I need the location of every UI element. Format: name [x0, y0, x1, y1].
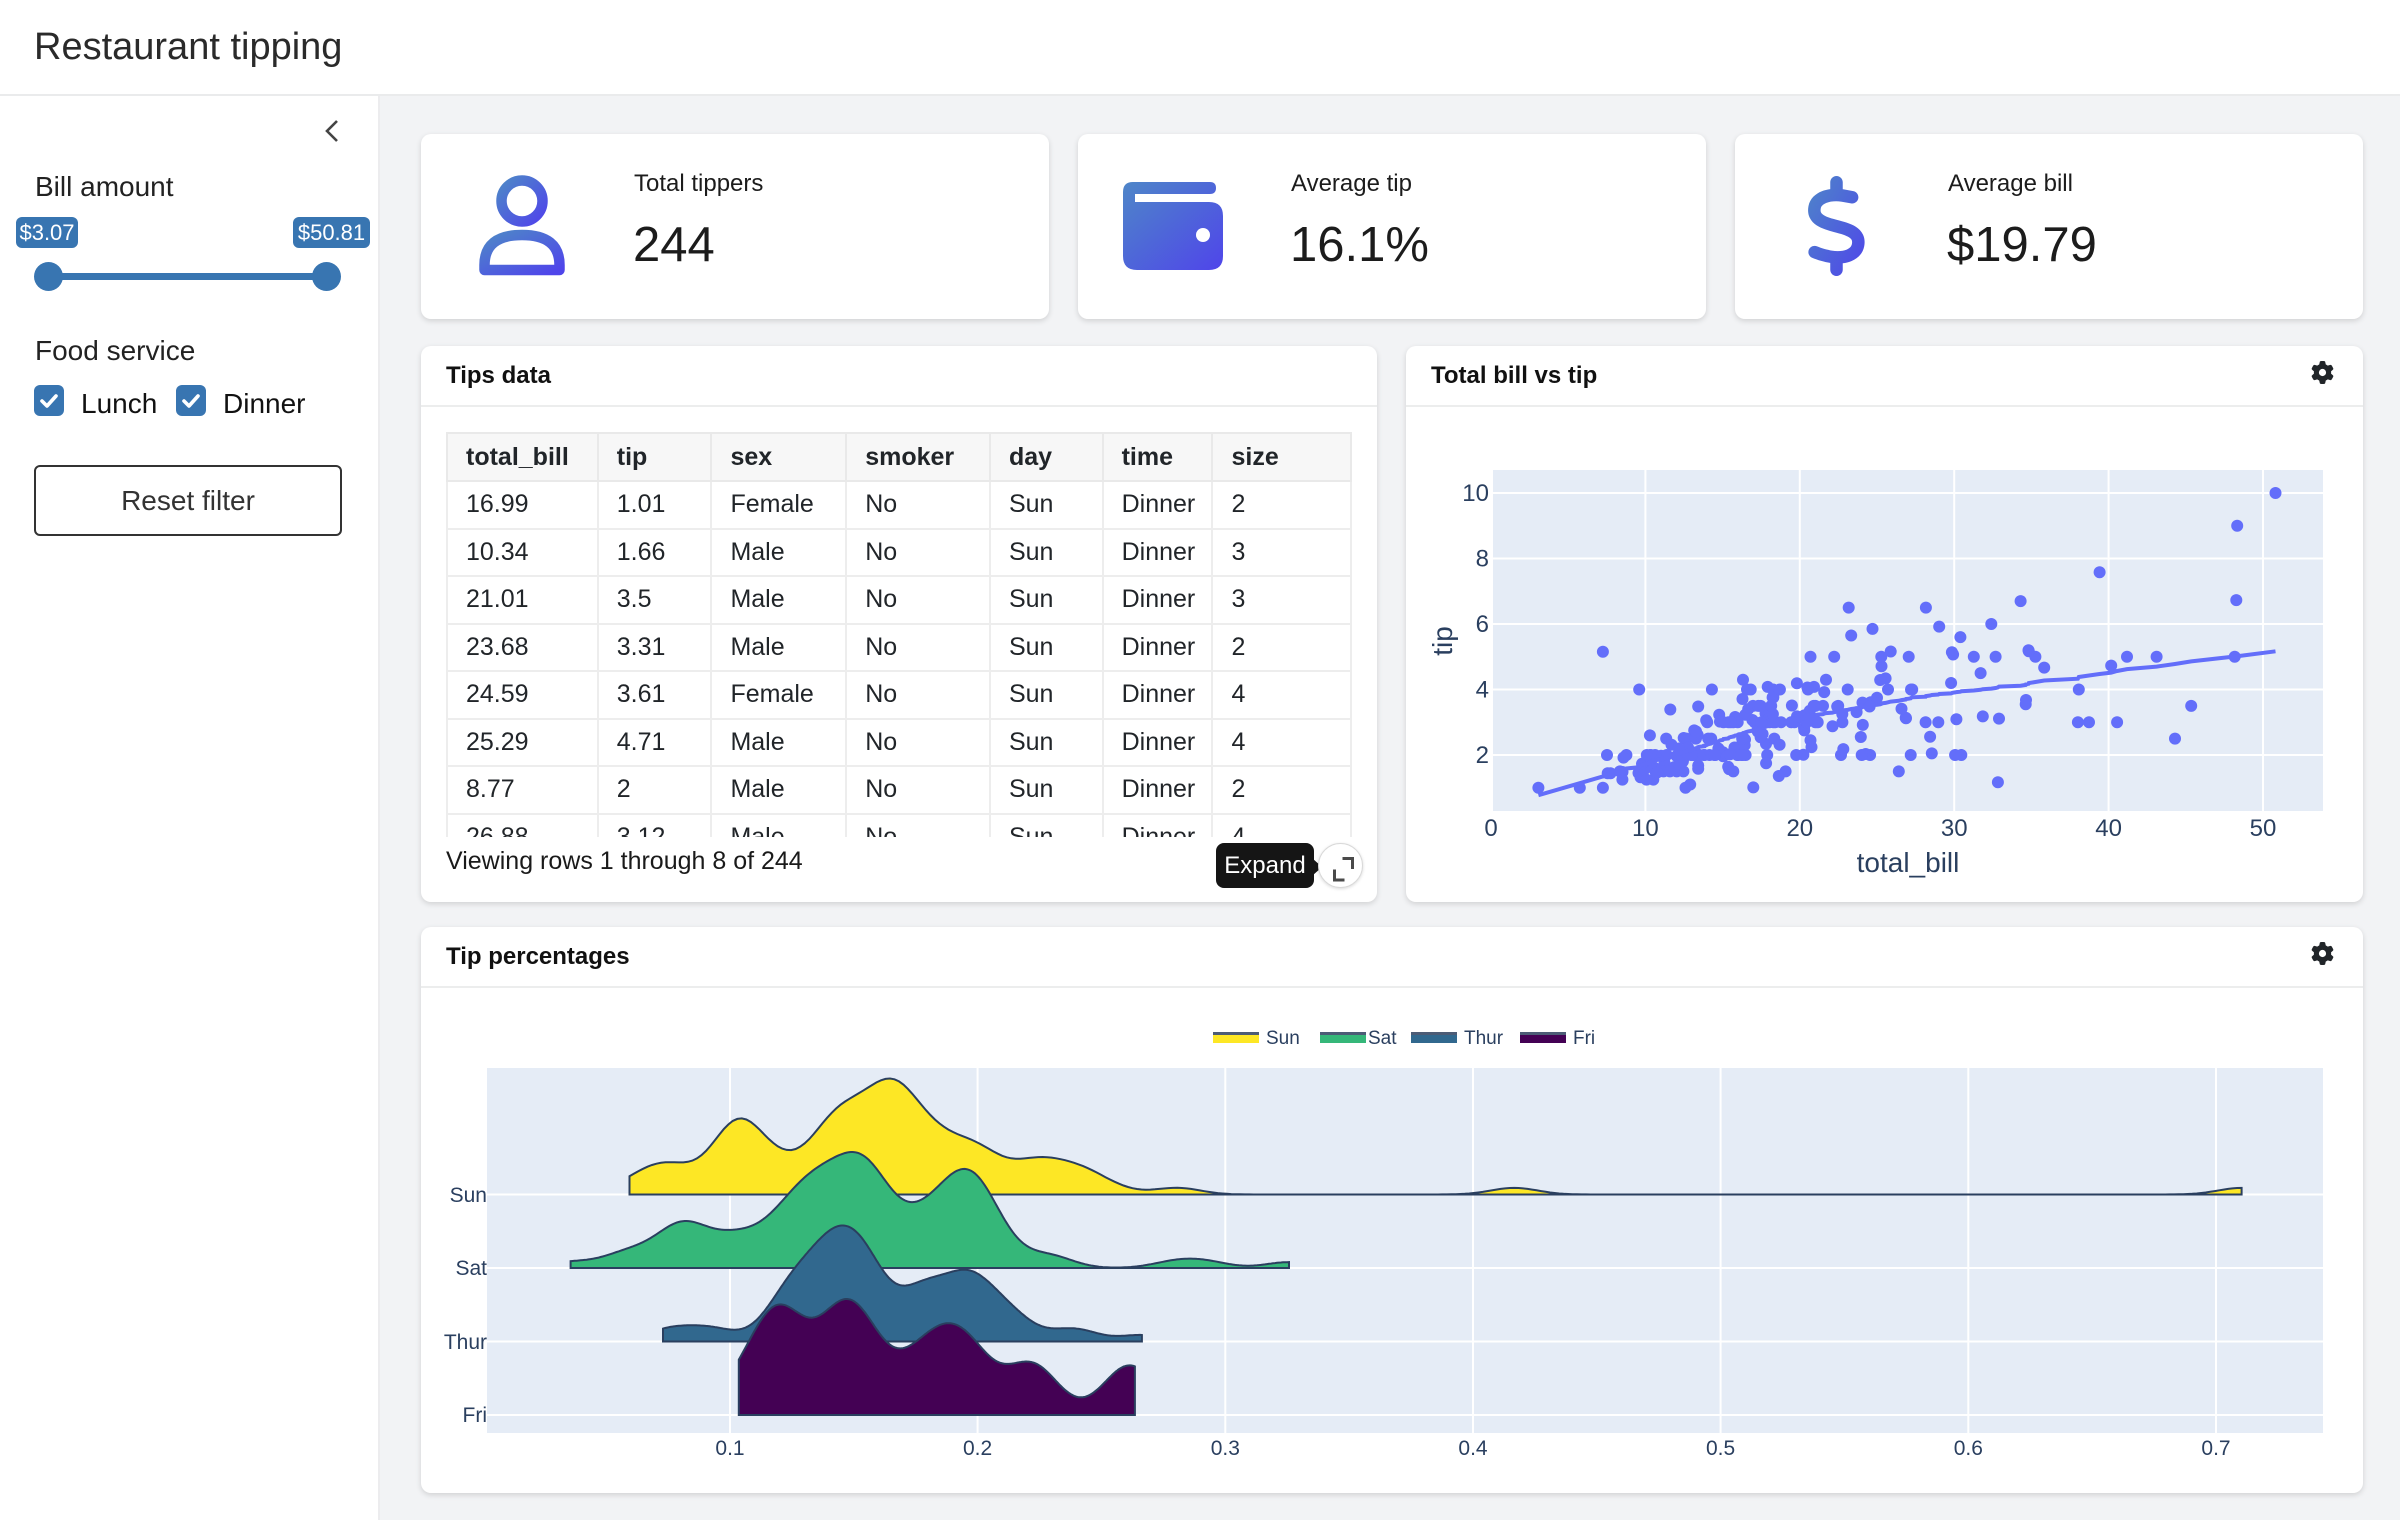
svg-text:30: 30 [1941, 815, 1968, 842]
svg-text:0.2: 0.2 [963, 1437, 992, 1460]
svg-text:Thur: Thur [1464, 1028, 1504, 1049]
svg-text:0.7: 0.7 [2201, 1437, 2230, 1460]
svg-text:0: 0 [1484, 815, 1497, 842]
svg-text:50: 50 [2250, 815, 2277, 842]
svg-text:10: 10 [1632, 815, 1659, 842]
svg-text:4: 4 [1476, 677, 1489, 704]
svg-text:tip: tip [1427, 626, 1458, 656]
svg-text:40: 40 [2095, 815, 2122, 842]
svg-text:0.4: 0.4 [1458, 1437, 1488, 1460]
svg-text:20: 20 [1786, 815, 1813, 842]
svg-text:6: 6 [1476, 611, 1489, 638]
svg-text:8: 8 [1476, 546, 1489, 573]
svg-text:0.6: 0.6 [1954, 1437, 1983, 1460]
svg-text:Fri: Fri [1573, 1028, 1595, 1049]
svg-text:0.3: 0.3 [1211, 1437, 1240, 1460]
svg-text:Sat: Sat [1368, 1028, 1397, 1049]
svg-text:Sun: Sun [450, 1184, 487, 1207]
svg-text:Sun: Sun [1266, 1028, 1300, 1049]
svg-text:Thur: Thur [444, 1331, 487, 1354]
svg-text:Fri: Fri [463, 1404, 488, 1427]
svg-text:Sat: Sat [455, 1257, 487, 1280]
svg-text:2: 2 [1476, 742, 1489, 769]
svg-text:total_bill: total_bill [1857, 847, 1960, 878]
svg-text:0.5: 0.5 [1706, 1437, 1735, 1460]
svg-text:10: 10 [1462, 480, 1489, 507]
svg-text:0.1: 0.1 [715, 1437, 744, 1460]
